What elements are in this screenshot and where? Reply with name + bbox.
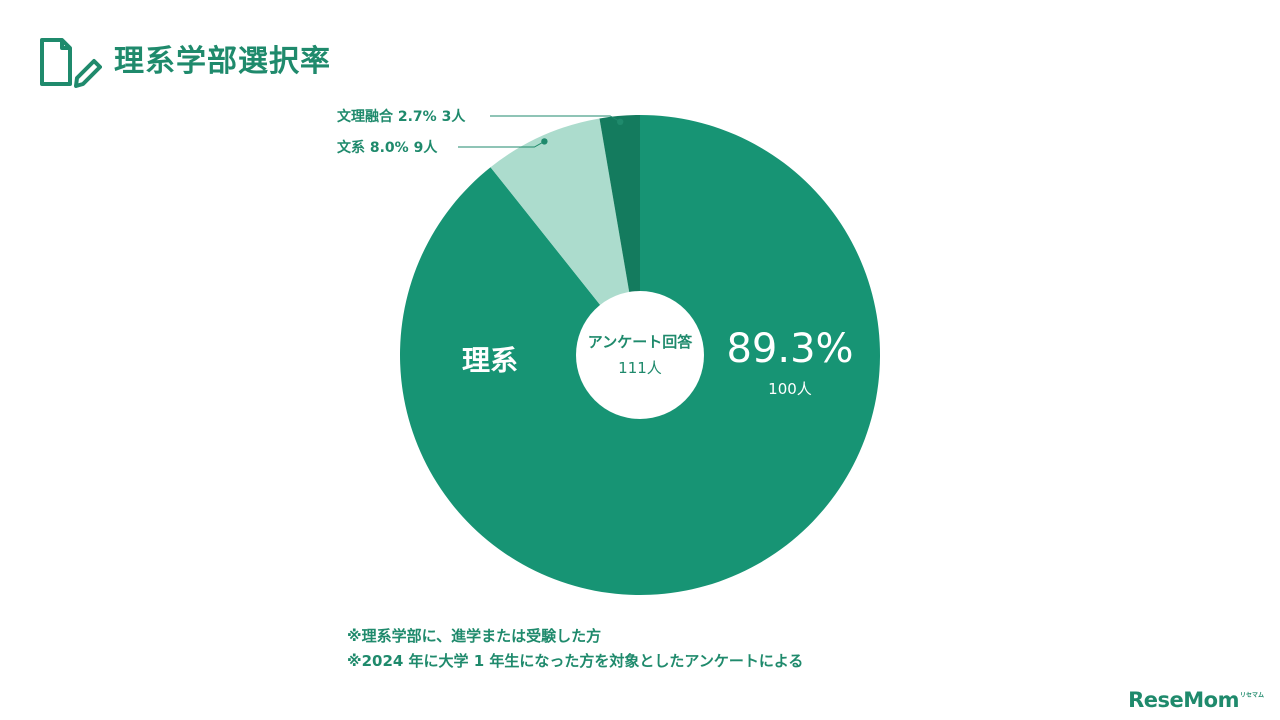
slice-count-label-0: 100人	[768, 380, 812, 398]
callout-line-2	[490, 115, 621, 123]
callout-dot-2	[617, 118, 624, 126]
footnote-1: ※理系学部に、進学または受験した方	[347, 627, 602, 645]
center-label-title: アンケート回答	[588, 333, 693, 351]
callout-label-1: 文系 8.0% 9人	[337, 139, 438, 156]
logo-subtext: リセマム	[1239, 692, 1264, 699]
slice-percent-label-0: 89.3%	[726, 326, 853, 372]
center-label-count: 111人	[618, 359, 662, 377]
center-hole	[576, 291, 704, 419]
footnote-2: ※2024 年に大学 1 年生になった方を対象としたアンケートによる	[347, 652, 804, 670]
slice-name-label-0: 理系	[462, 344, 518, 377]
resemom-logo: ReseMom リセマム	[1128, 688, 1264, 712]
logo-text: ReseMom	[1128, 688, 1239, 712]
callout-line-1	[458, 140, 545, 148]
pie-slice-1	[490, 118, 640, 355]
callout-dot-1	[541, 138, 548, 145]
document-edit-icon	[40, 38, 102, 88]
header: 理系学部選択率	[38, 34, 331, 90]
page-title: 理系学部選択率	[114, 44, 331, 79]
footnotes: ※理系学部に、進学または受験した方 ※2024 年に大学 1 年生になった方を対…	[347, 624, 803, 674]
callout-label-2: 文理融合 2.7% 3人	[337, 108, 466, 125]
